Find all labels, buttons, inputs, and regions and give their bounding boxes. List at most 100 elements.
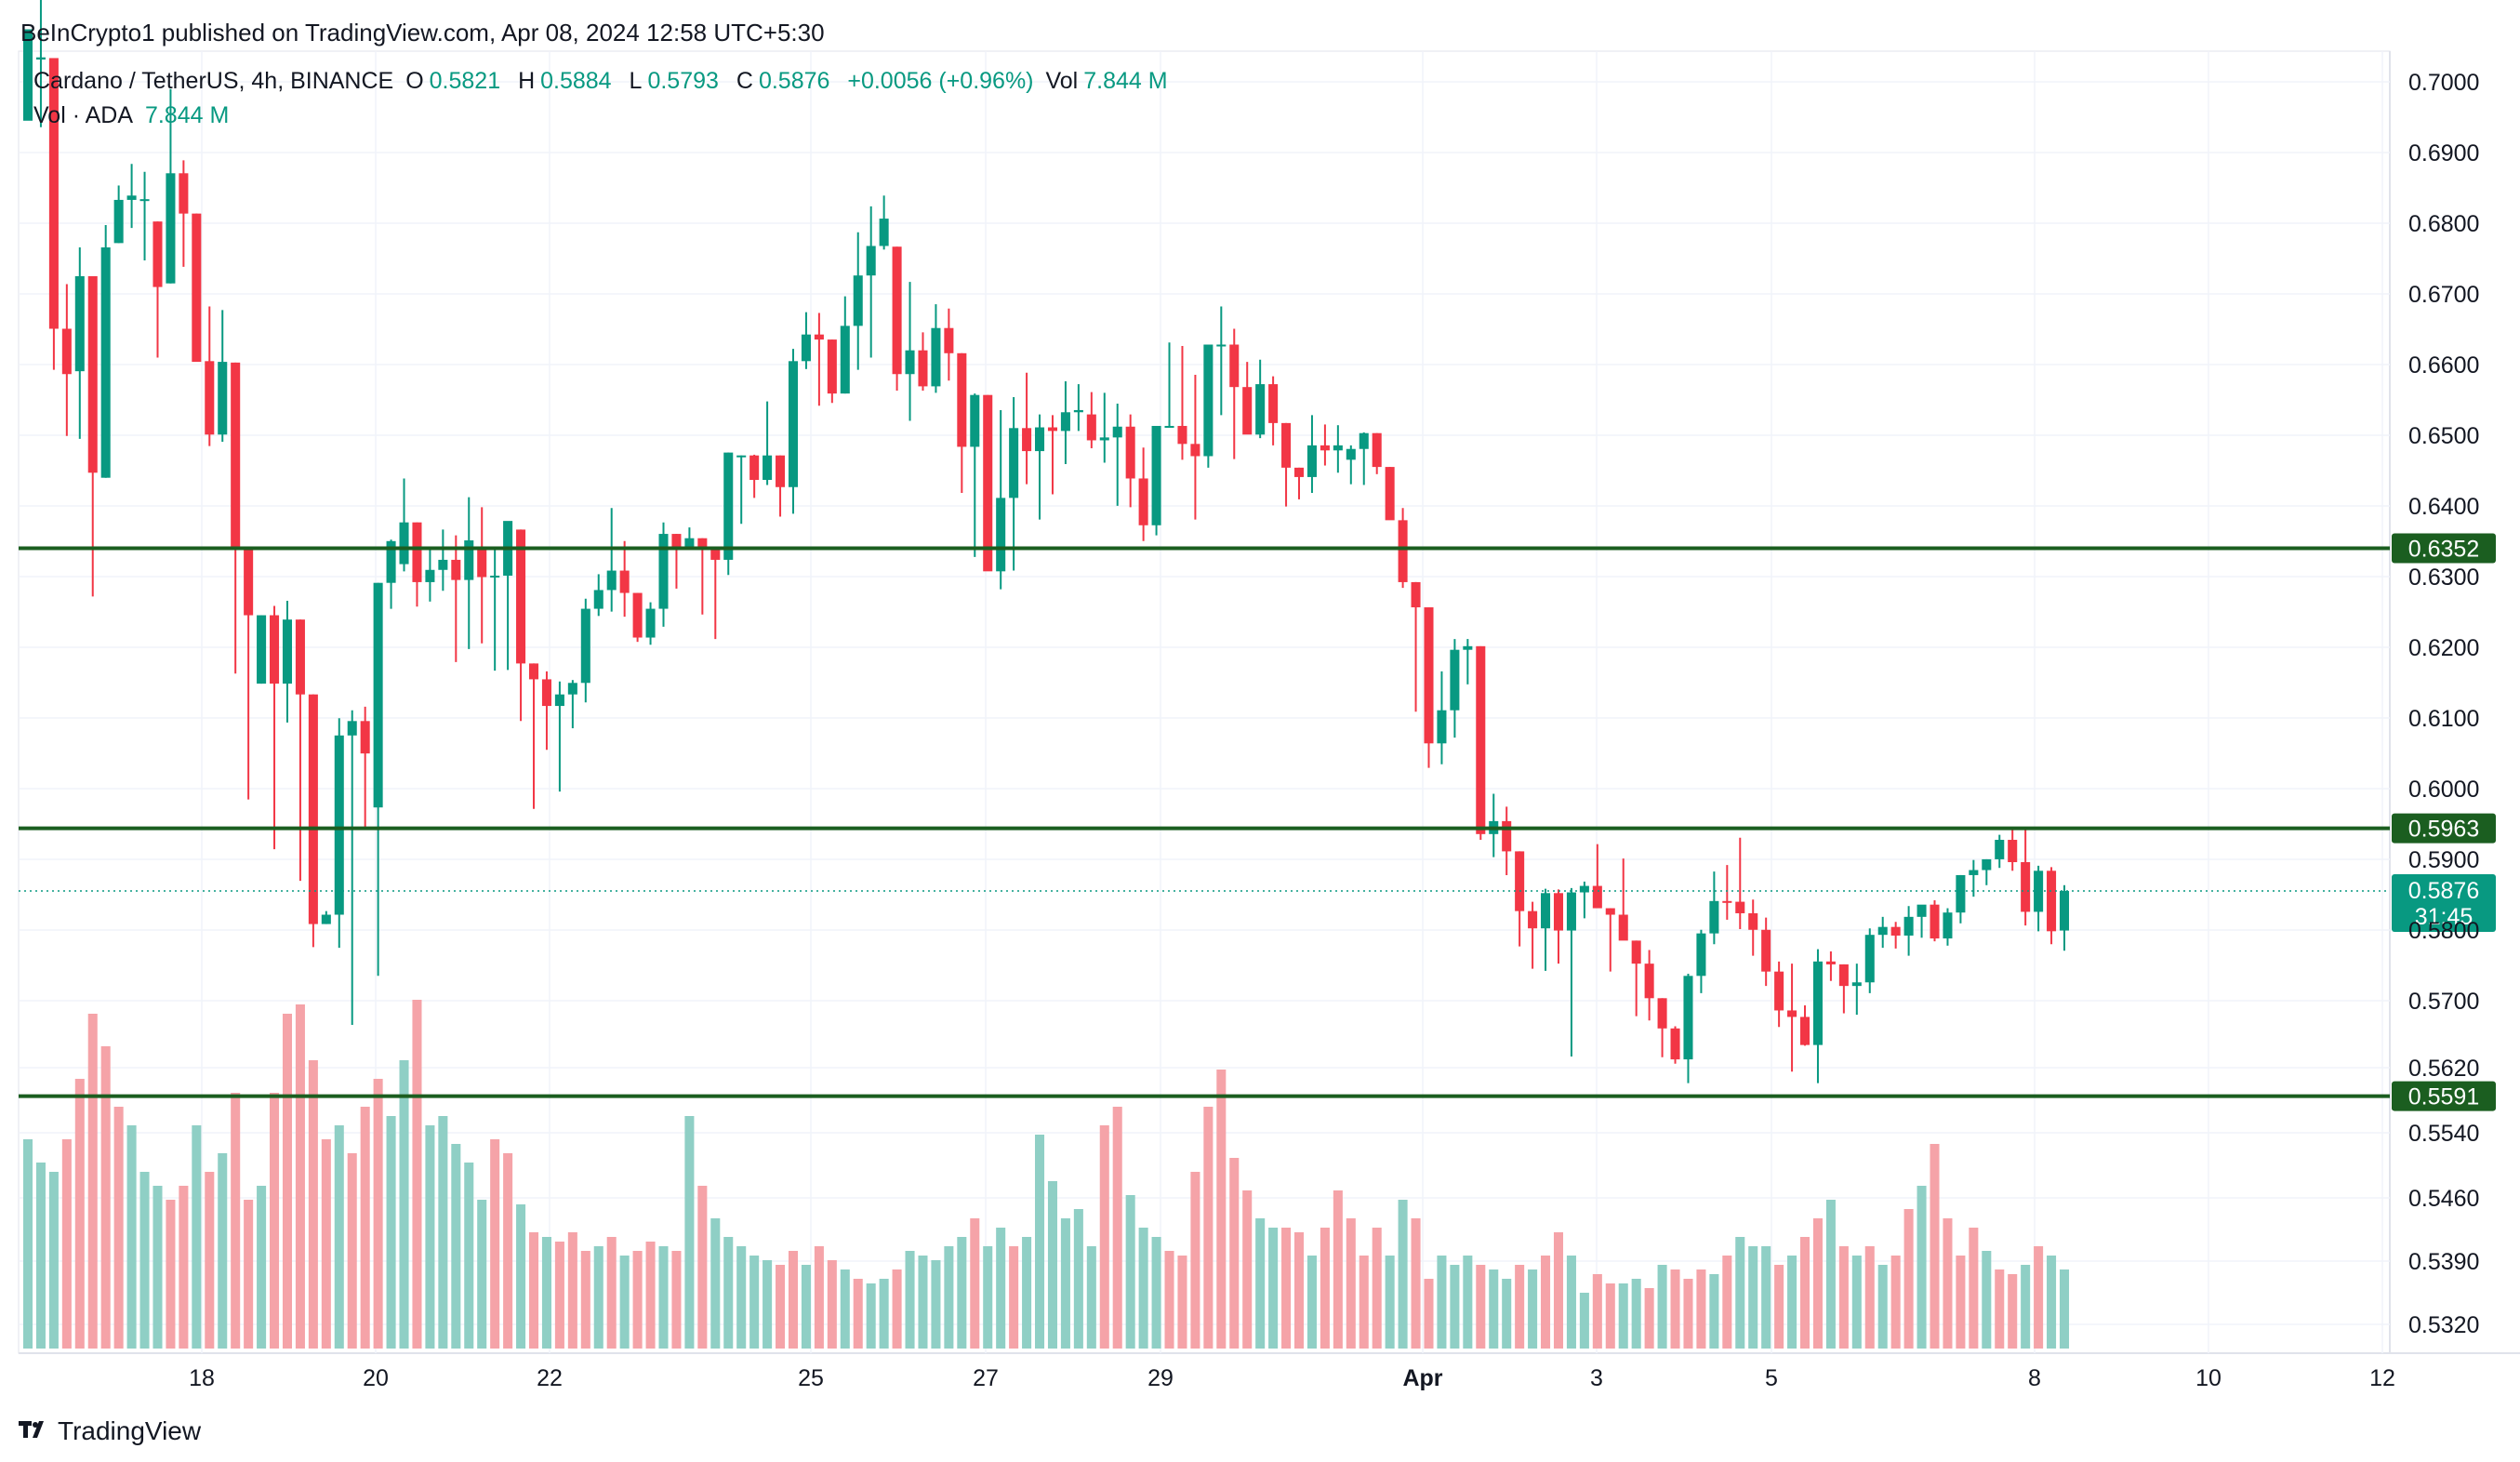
volume-bar xyxy=(1060,1218,1070,1349)
vol-label: Vol xyxy=(1045,68,1079,94)
y-tick-label: 0.5320 xyxy=(2408,1312,2479,1338)
volume-bar xyxy=(399,1060,409,1349)
candle-body xyxy=(490,575,500,578)
volume-bar xyxy=(1138,1228,1148,1349)
volume-bar xyxy=(231,1093,241,1349)
volume-bar xyxy=(944,1246,954,1349)
volume-bar xyxy=(244,1200,254,1349)
volume-bar xyxy=(1541,1256,1551,1349)
volume-bar xyxy=(503,1153,513,1349)
level-price-label: 0.6352 xyxy=(2408,537,2479,563)
volume-bar xyxy=(1592,1274,1602,1349)
x-tick-label: 10 xyxy=(2195,1365,2222,1391)
candle-body xyxy=(74,275,85,372)
volume-bar xyxy=(295,1004,305,1349)
volume-bar xyxy=(658,1246,669,1349)
volume-bar xyxy=(451,1144,461,1349)
candle-body xyxy=(1943,912,1953,939)
candle-body xyxy=(100,247,111,478)
candle-body xyxy=(1851,982,1862,987)
volume-bar xyxy=(48,1172,59,1349)
candle-body xyxy=(205,361,215,435)
candle-body xyxy=(2008,840,2018,863)
volume-bar xyxy=(1022,1237,1032,1349)
candle-body xyxy=(1579,885,1589,893)
vol-value: 7.844 M xyxy=(1083,68,1168,94)
candle-body xyxy=(658,534,669,609)
volume-bar xyxy=(593,1246,603,1349)
candle-body xyxy=(1164,425,1174,428)
volume-bar xyxy=(1956,1256,1966,1349)
candle-body xyxy=(763,455,773,481)
candle-body xyxy=(360,721,370,754)
publisher-line: BeInCrypto1 published on TradingView.com… xyxy=(20,19,825,47)
volume-bar xyxy=(918,1256,928,1349)
candle-body xyxy=(1838,964,1849,987)
candle-body xyxy=(1644,964,1654,999)
volume-bar xyxy=(100,1046,111,1349)
x-tick-label: 20 xyxy=(363,1365,389,1391)
candle-body xyxy=(892,246,902,375)
volume-bar xyxy=(1864,1246,1875,1349)
last-price-tag xyxy=(2392,873,2496,932)
volume-bar xyxy=(2059,1269,2070,1349)
volume-bar xyxy=(840,1269,850,1349)
candle-body xyxy=(684,538,695,548)
candle-body xyxy=(1177,425,1187,445)
volume-bar xyxy=(192,1125,202,1349)
candle-body xyxy=(996,498,1006,572)
volume-bar xyxy=(1320,1228,1330,1349)
volume-bar xyxy=(1281,1228,1292,1349)
candle-body xyxy=(179,173,189,214)
high-label: H xyxy=(518,68,536,94)
candle-body xyxy=(749,455,760,481)
volume-bar xyxy=(308,1060,318,1349)
volume-bar xyxy=(736,1246,747,1349)
candle-body xyxy=(399,522,409,565)
volume-bar xyxy=(671,1251,682,1349)
volume-bar xyxy=(1437,1256,1447,1349)
symbol-name[interactable]: Cardano / TetherUS, 4h, BINANCE xyxy=(33,68,394,94)
candle-body xyxy=(1748,912,1758,930)
volume-bar xyxy=(1411,1218,1421,1349)
candle-body xyxy=(2047,871,2057,932)
volume-bar xyxy=(2021,1265,2031,1349)
volume-bar xyxy=(1838,1246,1849,1349)
volume-bar xyxy=(1631,1279,1641,1349)
volume-bar xyxy=(1566,1256,1576,1349)
candle-body xyxy=(282,619,293,684)
volume-bar xyxy=(931,1260,941,1349)
candle-body xyxy=(1774,971,1784,1011)
x-tick-label: 3 xyxy=(1590,1365,1603,1391)
candle-body xyxy=(710,547,721,560)
volume-bar xyxy=(61,1139,72,1349)
candle-body xyxy=(451,559,461,580)
volume-bar xyxy=(1112,1107,1122,1349)
volume-bar xyxy=(1164,1251,1174,1349)
candle-body xyxy=(347,721,357,736)
candle-body xyxy=(1657,998,1667,1029)
vol-indicator-label[interactable]: Vol · ADA xyxy=(33,102,133,128)
candle-body xyxy=(879,219,889,246)
level-price-tag xyxy=(2392,1081,2496,1111)
candle-body xyxy=(1346,448,1356,460)
open-value: 0.5821 xyxy=(429,68,501,94)
candle-body xyxy=(541,679,551,707)
candle-body xyxy=(723,452,734,560)
candle-body xyxy=(1709,900,1719,934)
candle-body xyxy=(1864,935,1875,983)
candle-body xyxy=(1151,425,1161,525)
volume-bar xyxy=(1903,1209,1914,1349)
candle-body xyxy=(1618,914,1628,941)
candle-body xyxy=(1047,427,1057,432)
x-tick-label: 8 xyxy=(2028,1365,2041,1391)
candle-body xyxy=(593,590,603,609)
candle-body xyxy=(113,199,124,244)
volume-bar xyxy=(1047,1181,1057,1349)
volume-bar xyxy=(1502,1279,1512,1349)
volume-bar xyxy=(1359,1256,1369,1349)
tradingview-brand[interactable]: TradingView xyxy=(19,1415,201,1447)
volume-bar xyxy=(1346,1218,1356,1349)
candle-body xyxy=(334,735,344,915)
